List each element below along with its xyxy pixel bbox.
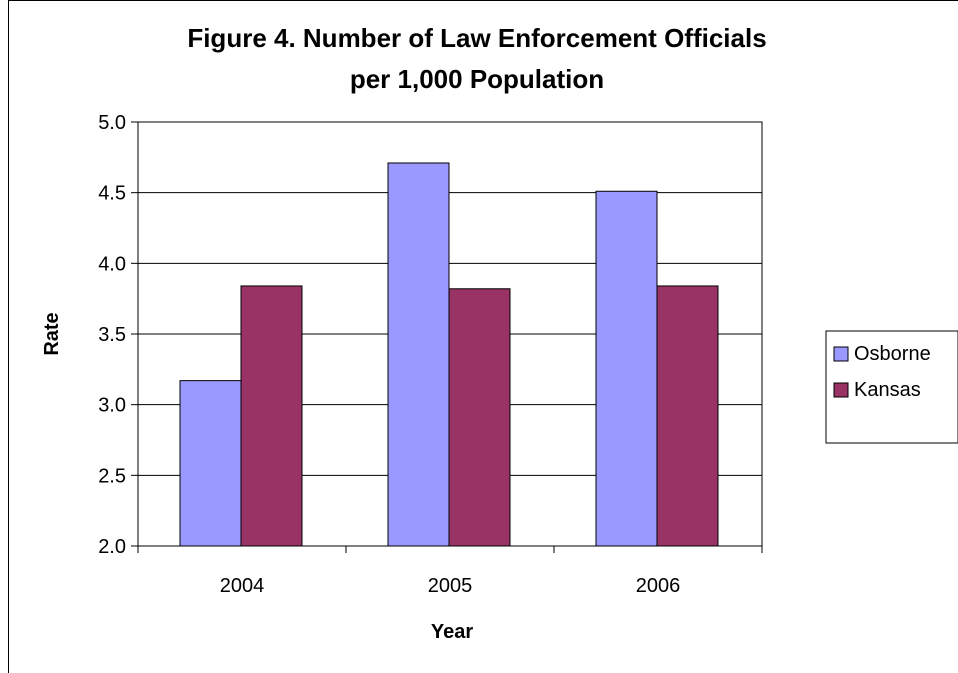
legend-swatch-osborne — [833, 346, 849, 362]
bar-kansas-2004 — [240, 285, 303, 547]
y-axis-title: Rate — [41, 312, 63, 355]
bars — [179, 162, 719, 547]
bar-osborne-2006 — [595, 190, 658, 547]
chart-title: Figure 4. Number of Law Enforcement Offi… — [187, 23, 766, 53]
legend: Osborne Kansas — [825, 330, 958, 444]
bar-osborne-2004 — [179, 380, 242, 547]
bar-kansas-2005 — [448, 288, 511, 547]
x-tick-label: 2005 — [428, 575, 473, 597]
bar-kansas-2006 — [656, 285, 719, 547]
axes — [131, 121, 763, 553]
legend-label-osborne: Osborne — [854, 343, 931, 365]
y-tick-label: 4.0 — [98, 253, 126, 275]
y-tick-labels: 2.0 2.5 3.0 3.5 4.0 4.5 5.0 — [98, 112, 126, 558]
legend-swatch-kansas — [833, 382, 849, 398]
bar-osborne-2005 — [387, 162, 450, 547]
x-tick-label: 2004 — [220, 575, 265, 597]
x-tick-labels: 2004 2005 2006 — [220, 575, 681, 597]
plot-border — [137, 121, 763, 547]
y-tick-label: 5.0 — [98, 112, 126, 134]
y-tick-label: 4.5 — [98, 183, 126, 205]
chart-subtitle: per 1,000 Population — [350, 64, 604, 94]
legend-label-kansas: Kansas — [854, 379, 921, 401]
y-tick-label: 2.5 — [98, 465, 126, 487]
y-tick-label: 3.0 — [98, 395, 126, 417]
y-tick-label: 2.0 — [98, 536, 126, 558]
x-axis-title: Year — [431, 621, 473, 643]
x-tick-label: 2006 — [636, 575, 681, 597]
chart-frame — [8, 0, 958, 673]
y-tick-label: 3.5 — [98, 324, 126, 346]
